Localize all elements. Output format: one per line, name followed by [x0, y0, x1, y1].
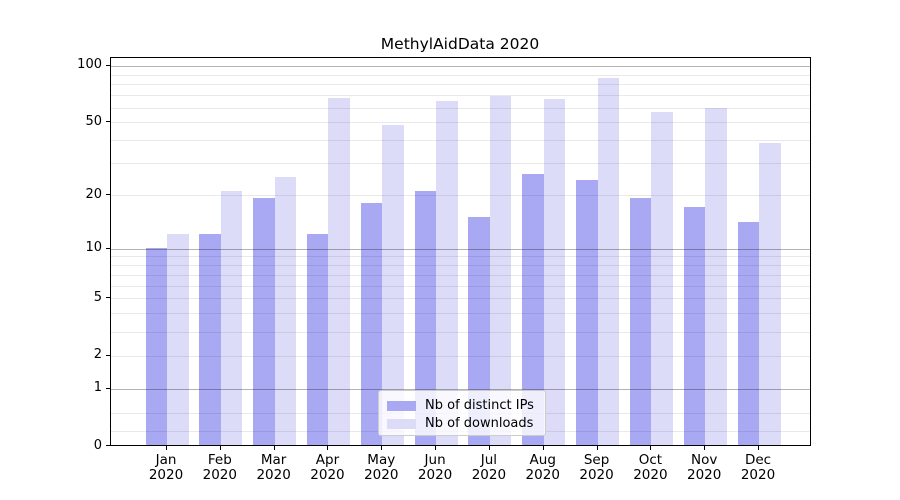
x-tick-mark — [488, 446, 490, 450]
x-tick-label-oct: Oct 2020 — [633, 452, 668, 483]
y-tick-mark — [106, 121, 110, 123]
bar-distinct-ips-jul — [468, 216, 490, 445]
bar-downloads-mar — [274, 176, 297, 445]
x-tick-mark — [435, 446, 437, 450]
bar-distinct-ips-dec — [737, 222, 760, 445]
x-tick-mark — [166, 446, 167, 450]
bar-distinct-ips-feb — [199, 233, 221, 445]
bar-downloads-apr — [328, 97, 350, 445]
bar-downloads-oct — [651, 112, 673, 445]
bar-distinct-ips-apr — [306, 233, 329, 445]
plot-area — [110, 57, 811, 446]
bar-distinct-ips-may — [360, 202, 383, 445]
y-tick-label: 100 — [77, 57, 102, 73]
bar-distinct-ips-aug — [522, 173, 544, 445]
x-tick-label-may: May 2020 — [364, 452, 399, 483]
y-tick-mark — [106, 445, 110, 446]
legend-swatch-ips-icon — [387, 400, 416, 411]
bar-distinct-ips-jan — [145, 247, 167, 445]
y-tick-mark — [106, 354, 110, 356]
y-tick-label: 1 — [93, 380, 102, 396]
bar-distinct-ips-sep — [576, 179, 598, 445]
bar-distinct-ips-jun — [414, 190, 437, 445]
y-tick-mark — [106, 194, 110, 196]
bar-downloads-may — [382, 124, 404, 445]
x-tick-mark — [327, 446, 329, 450]
bar-distinct-ips-nov — [683, 207, 706, 445]
y-tick-mark — [106, 247, 110, 249]
y-tick-label: 5 — [93, 289, 102, 305]
y-tick-label: 50 — [85, 113, 102, 129]
y-tick-mark — [106, 297, 110, 299]
legend-item-downloads: Nb of downloads — [387, 415, 537, 432]
x-tick-mark — [650, 446, 652, 450]
legend-item-distinct-ips: Nb of distinct IPs — [387, 397, 537, 414]
bar-downloads-feb — [220, 190, 243, 445]
bar-downloads-dec — [759, 143, 781, 445]
bar-downloads-jun — [436, 101, 458, 445]
bar-downloads-aug — [543, 98, 566, 445]
chart-title: MethylAidData 2020 — [380, 35, 540, 53]
x-tick-mark — [381, 446, 383, 450]
y-tick-mark — [106, 387, 110, 389]
y-tick-label: 0 — [93, 437, 102, 453]
x-tick-label-jul: Jul 2020 — [471, 452, 507, 483]
bar-downloads-nov — [705, 107, 727, 445]
legend-label-distinct-ips: Nb of distinct IPs — [425, 398, 534, 413]
y-tick-mark — [106, 64, 110, 66]
x-tick-mark — [596, 446, 598, 450]
bar-downloads-jul — [489, 96, 512, 445]
x-tick-mark — [542, 446, 544, 450]
bar-downloads-jan — [167, 233, 189, 445]
x-tick-mark — [219, 446, 221, 450]
x-tick-label-jun: Jun 2020 — [417, 452, 453, 483]
bars-layer — [111, 58, 810, 445]
legend: Nb of distinct IPs Nb of downloads — [378, 390, 546, 436]
y-tick-label: 10 — [85, 240, 102, 256]
y-tick-label: 20 — [85, 186, 102, 202]
legend-label-downloads: Nb of downloads — [425, 416, 534, 431]
x-tick-mark — [758, 446, 760, 450]
bar-distinct-ips-mar — [253, 198, 275, 445]
x-tick-mark — [704, 446, 706, 450]
x-tick-label-mar: Mar 2020 — [256, 452, 291, 483]
x-tick-label-apr: Apr 2020 — [310, 452, 345, 483]
x-tick-label-nov: Nov 2020 — [687, 452, 722, 483]
legend-swatch-downloads-icon — [387, 418, 416, 429]
bar-distinct-ips-oct — [629, 198, 652, 445]
x-tick-label-aug: Aug 2020 — [525, 452, 560, 483]
x-tick-label-jan: Jan 2020 — [148, 452, 184, 483]
x-tick-label-dec: Dec 2020 — [740, 452, 776, 483]
bar-downloads-sep — [597, 78, 620, 445]
x-tick-mark — [273, 446, 275, 450]
x-tick-label-sep: Sep 2020 — [579, 452, 614, 483]
x-tick-label-feb: Feb 2020 — [202, 452, 237, 483]
y-tick-label: 2 — [93, 347, 102, 363]
